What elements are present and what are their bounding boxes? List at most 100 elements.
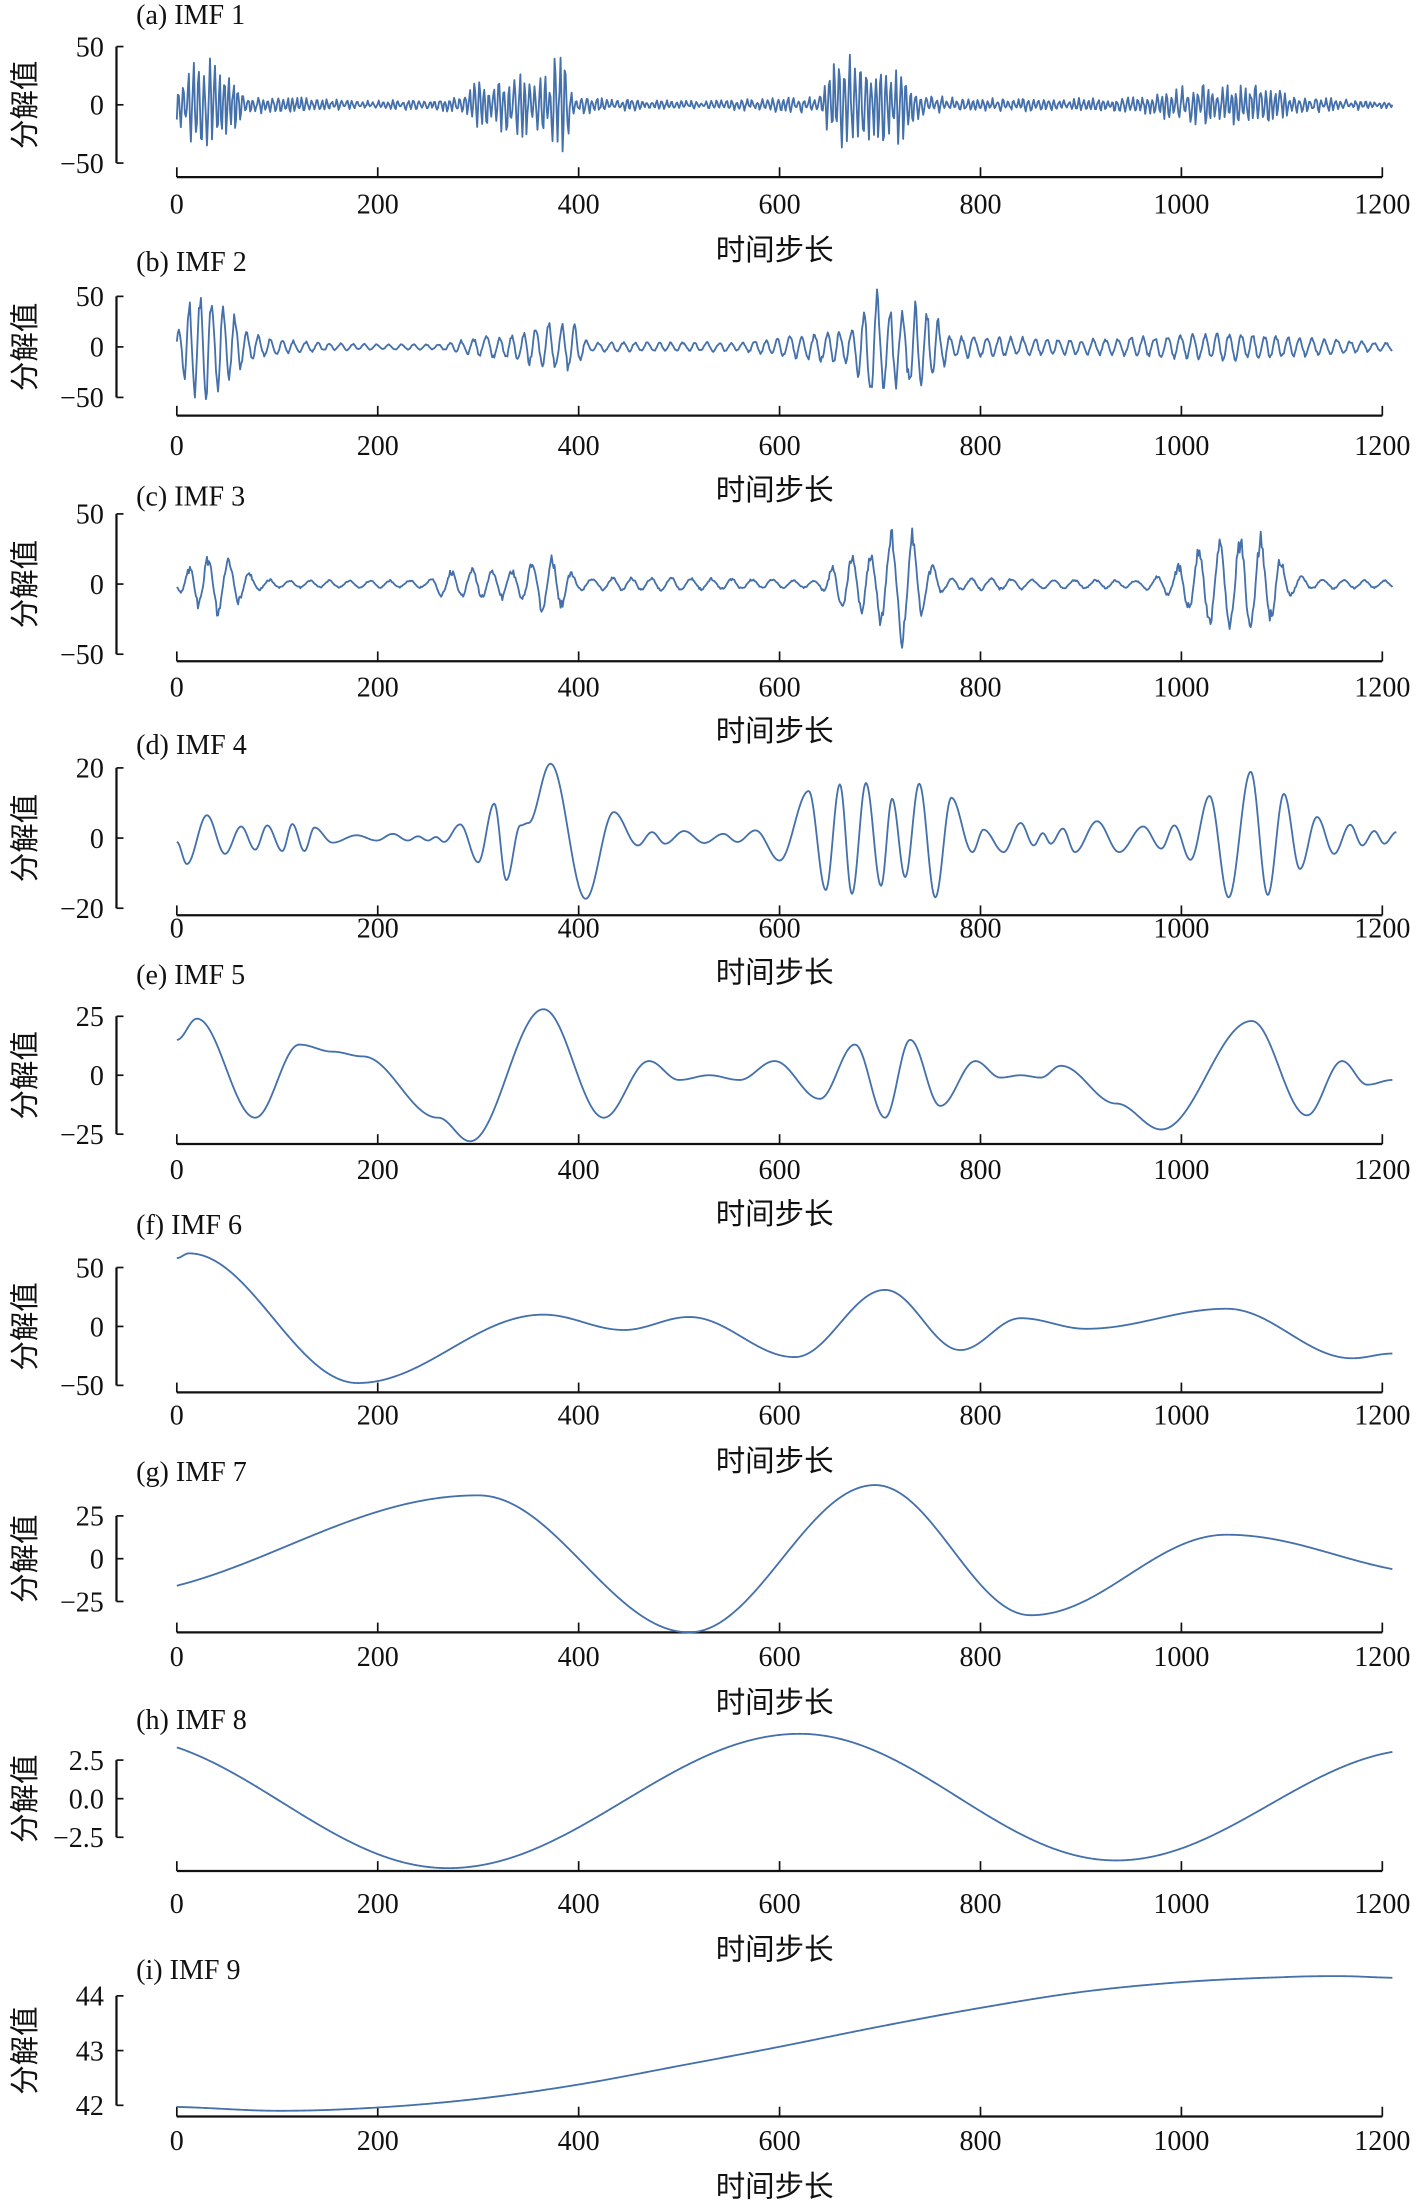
y-tick-label: 50 (76, 32, 104, 63)
imf-2-series-line (175, 288, 1393, 401)
y-tick-label: 0 (90, 1312, 104, 1343)
y-axis-label: 分解值 (9, 1031, 42, 1119)
imf-9-series-line (176, 1975, 1393, 2112)
panel-title: (g) IMF 7 (136, 1457, 247, 1488)
x-axis-label: 时间步长 (716, 474, 834, 507)
y-tick-label: 44 (76, 1982, 104, 2013)
x-tick-label: 1200 (1354, 1889, 1410, 1920)
imf-5-series-line (176, 1008, 1393, 1143)
x-tick-label: 1200 (1354, 1401, 1410, 1432)
panel-title: (d) IMF 4 (136, 730, 247, 761)
x-tick-label: 600 (759, 672, 801, 703)
y-axis-label: 分解值 (9, 2006, 42, 2094)
x-tick-label: 1000 (1153, 2126, 1209, 2157)
x-tick-label: 200 (357, 1642, 399, 1673)
x-tick-label: 800 (959, 2126, 1001, 2157)
panel-title: (i) IMF 9 (136, 1955, 240, 1986)
x-tick-label: 600 (759, 431, 801, 462)
panel-title: (f) IMF 6 (136, 1210, 242, 1241)
x-tick-label: 1000 (1153, 1642, 1209, 1673)
y-tick-label: −2.5 (53, 1823, 104, 1854)
panel-title: (b) IMF 2 (136, 247, 247, 278)
y-tick-label: 0 (90, 1545, 104, 1576)
x-tick-label: 1200 (1354, 431, 1410, 462)
x-tick-label: 1200 (1354, 914, 1410, 945)
x-axis-label: 时间步长 (716, 957, 834, 990)
y-tick-label: 43 (76, 2036, 104, 2067)
imf-7-series-line (176, 1484, 1393, 1634)
x-tick-label: 1200 (1354, 1155, 1410, 1186)
x-tick-label: 800 (959, 1642, 1001, 1673)
imf-1-series-line (175, 53, 1394, 153)
x-tick-label: 1200 (1354, 2126, 1410, 2157)
x-tick-label: 1000 (1153, 672, 1209, 703)
x-tick-label: 400 (558, 672, 600, 703)
y-tick-label: 0 (90, 824, 104, 855)
y-axis-label: 分解值 (9, 1282, 42, 1370)
y-tick-label: −50 (60, 149, 104, 180)
imf-3-series-line (176, 527, 1394, 649)
x-tick-label: 800 (959, 431, 1001, 462)
x-tick-label: 400 (558, 1155, 600, 1186)
y-axis-label: 分解值 (9, 1754, 42, 1842)
x-tick-label: 1200 (1354, 190, 1410, 221)
x-tick-label: 400 (558, 1401, 600, 1432)
x-tick-label: 800 (959, 1155, 1001, 1186)
x-tick-label: 200 (357, 431, 399, 462)
panel-title: (e) IMF 5 (136, 960, 245, 991)
x-tick-label: 600 (759, 914, 801, 945)
x-tick-label: 0 (170, 1401, 184, 1432)
x-axis-label: 时间步长 (716, 1933, 834, 1966)
x-tick-label: 400 (558, 1642, 600, 1673)
y-tick-label: −50 (60, 1371, 104, 1402)
x-axis-label: 时间步长 (716, 2171, 834, 2201)
x-tick-label: 1000 (1153, 190, 1209, 221)
x-tick-label: 0 (170, 914, 184, 945)
x-tick-label: 400 (558, 1889, 600, 1920)
x-tick-label: 800 (959, 1401, 1001, 1432)
x-tick-label: 1000 (1153, 431, 1209, 462)
x-tick-label: 1200 (1354, 672, 1410, 703)
y-tick-label: 0 (90, 1061, 104, 1092)
x-tick-label: 0 (170, 190, 184, 221)
panel-title: (a) IMF 1 (136, 0, 245, 31)
x-tick-label: 0 (170, 1155, 184, 1186)
x-tick-label: 600 (759, 190, 801, 221)
y-tick-label: 0 (90, 91, 104, 122)
y-tick-label: 50 (76, 500, 104, 531)
x-tick-label: 200 (357, 672, 399, 703)
x-tick-label: 400 (558, 190, 600, 221)
x-axis-label: 时间步长 (716, 234, 834, 267)
y-axis-label: 分解值 (9, 794, 42, 882)
x-tick-label: 200 (357, 914, 399, 945)
y-tick-label: 50 (76, 1253, 104, 1284)
x-tick-label: 600 (759, 1889, 801, 1920)
x-tick-label: 200 (357, 1401, 399, 1432)
x-tick-label: 200 (357, 1889, 399, 1920)
x-tick-label: 800 (959, 190, 1001, 221)
x-tick-label: 0 (170, 2126, 184, 2157)
x-axis-label: 时间步长 (716, 715, 834, 748)
y-tick-label: 25 (76, 1502, 104, 1533)
y-tick-label: 25 (76, 1002, 104, 1033)
x-tick-label: 600 (759, 2126, 801, 2157)
y-axis-label: 分解值 (9, 61, 42, 149)
y-tick-label: −25 (60, 1587, 104, 1618)
x-tick-label: 0 (170, 1642, 184, 1673)
y-tick-label: 20 (76, 754, 104, 785)
x-tick-label: 1000 (1153, 1889, 1209, 1920)
x-tick-label: 200 (357, 1155, 399, 1186)
x-tick-label: 1000 (1153, 914, 1209, 945)
x-tick-label: 1200 (1354, 1642, 1410, 1673)
y-tick-label: −50 (60, 383, 104, 414)
imf-8-series-line (176, 1732, 1393, 1870)
x-tick-label: 600 (759, 1642, 801, 1673)
